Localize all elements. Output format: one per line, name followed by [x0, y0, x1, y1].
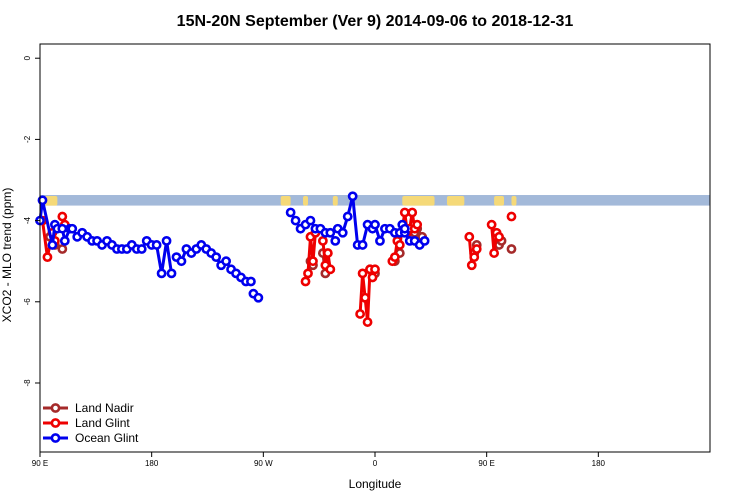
- data-point-ocean-glint: [375, 235, 385, 246]
- data-point-ocean-glint: [370, 219, 380, 230]
- data-point-land-glint: [469, 252, 480, 263]
- data-point-land-glint: [317, 235, 328, 246]
- data-point-ocean-glint: [67, 223, 78, 234]
- data-point-land-glint: [466, 260, 477, 271]
- data-point-land-nadir: [57, 244, 68, 254]
- legend-label: Land Glint: [75, 416, 130, 430]
- map-strip-land: [402, 196, 435, 206]
- x-axis-label: Longitude: [349, 477, 402, 491]
- data-point-land-glint: [471, 244, 482, 254]
- data-point-land-glint: [370, 264, 380, 275]
- map-strip-land: [44, 196, 58, 206]
- data-point-ocean-glint: [330, 235, 341, 246]
- y-tick-label: -6: [23, 298, 32, 306]
- data-point-ocean-glint: [59, 235, 70, 246]
- x-tick-label: 90 W: [254, 459, 273, 468]
- series-land-glint: [37, 207, 517, 327]
- data-point-ocean-glint: [290, 215, 301, 226]
- data-point-ocean-glint: [221, 256, 232, 267]
- data-point-land-glint: [322, 248, 333, 258]
- data-point-ocean-glint: [151, 240, 162, 250]
- y-tick-label: -8: [23, 379, 32, 387]
- data-point-land-glint: [389, 252, 400, 263]
- x-tick-label: 0: [373, 459, 378, 468]
- data-point-land-glint: [394, 240, 405, 250]
- data-point-ocean-glint: [246, 276, 256, 287]
- data-point-ocean-glint: [357, 240, 368, 250]
- data-point-ocean-glint: [136, 244, 147, 254]
- data-point-ocean-glint: [419, 235, 430, 246]
- data-point-land-glint: [399, 207, 410, 218]
- y-tick-label: -2: [23, 135, 32, 143]
- map-strip-land: [446, 196, 465, 206]
- data-point-land-glint: [367, 272, 378, 283]
- legend-item-land-nadir: Land Nadir: [43, 401, 134, 415]
- map-strip-land: [494, 196, 505, 206]
- data-point-ocean-glint: [337, 227, 348, 238]
- data-point-land-glint: [407, 207, 418, 218]
- data-point-land-glint: [494, 231, 504, 242]
- x-tick-label: 90 E: [32, 459, 48, 468]
- data-point-land-glint: [57, 211, 68, 222]
- legend-item-land-glint: Land Glint: [43, 416, 130, 430]
- map-strip-land: [332, 196, 338, 206]
- data-point-land-glint: [362, 317, 373, 327]
- data-point-ocean-glint: [37, 195, 48, 206]
- data-point-land-glint: [464, 231, 475, 242]
- y-tick-label: 0: [23, 55, 32, 60]
- legend-item-ocean-glint: Ocean Glint: [43, 431, 139, 445]
- data-point-ocean-glint: [253, 292, 264, 303]
- data-point-land-glint: [486, 219, 497, 230]
- data-point-land-nadir: [506, 244, 517, 254]
- data-point-land-glint: [308, 256, 318, 267]
- map-strip: [40, 195, 710, 206]
- data-point-ocean-glint: [156, 268, 167, 279]
- x-tick-label: 90 E: [478, 459, 494, 468]
- data-point-ocean-glint: [325, 227, 336, 238]
- legend-label: Ocean Glint: [75, 431, 139, 445]
- data-point-land-glint: [489, 248, 500, 258]
- map-strip-ocean: [40, 195, 710, 206]
- plot-lines: [35, 191, 517, 327]
- legend-swatch-point: [50, 433, 61, 443]
- data-point-ocean-glint: [57, 223, 68, 234]
- data-point-ocean-glint: [166, 268, 177, 279]
- data-point-ocean-glint: [161, 235, 172, 246]
- x-tick-label: 180: [592, 459, 606, 468]
- data-point-ocean-glint: [285, 207, 296, 218]
- data-point-land-glint: [42, 252, 53, 263]
- x-tick-label: 180: [145, 459, 159, 468]
- data-point-land-glint: [300, 276, 311, 287]
- data-point-land-glint: [325, 264, 336, 275]
- legend-swatch-point: [50, 418, 61, 428]
- data-point-land-glint: [357, 268, 368, 279]
- data-point-ocean-glint: [47, 240, 58, 250]
- data-point-ocean-glint: [342, 211, 353, 222]
- legend-swatch-point: [50, 403, 61, 413]
- data-point-land-glint: [360, 292, 370, 303]
- data-point-land-glint: [506, 211, 517, 222]
- data-point-ocean-glint: [176, 256, 187, 267]
- data-point-ocean-glint: [347, 191, 358, 202]
- data-point-land-glint: [412, 219, 423, 230]
- data-point-land-glint: [303, 268, 313, 279]
- series-ocean-glint: [35, 191, 430, 303]
- data-point-ocean-glint: [211, 252, 222, 263]
- data-point-land-glint: [355, 309, 366, 319]
- y-axis-label: XCO2 - MLO trend (ppm): [0, 188, 14, 323]
- data-point-ocean-glint: [305, 215, 316, 226]
- map-strip-land: [511, 196, 517, 206]
- map-strip-land: [303, 196, 308, 206]
- data-point-ocean-glint: [399, 223, 410, 234]
- y-tick-label: -4: [23, 216, 32, 224]
- map-strip-land: [280, 196, 291, 206]
- chart-title: 15N-20N September (Ver 9) 2014-09-06 to …: [177, 13, 574, 30]
- legend-label: Land Nadir: [75, 401, 134, 415]
- x-axis: 90 E 180 90 W 0 90 E 180: [32, 452, 606, 468]
- y-axis: 0 -2 -4 -6 -8: [23, 55, 40, 387]
